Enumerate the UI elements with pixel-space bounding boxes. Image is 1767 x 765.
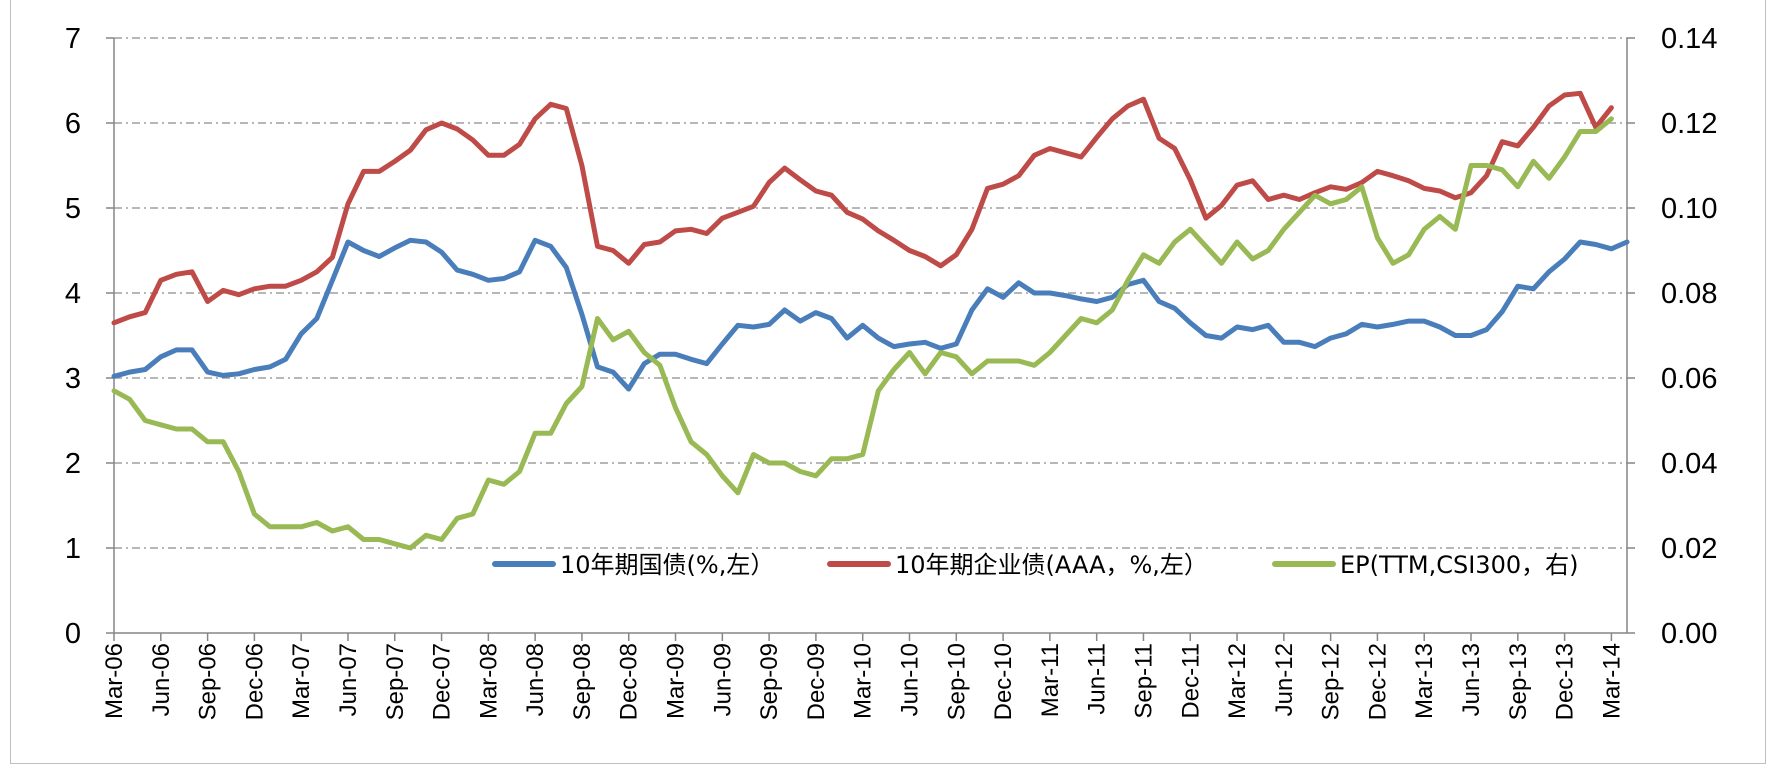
- x-tick-label: Jun-08: [522, 643, 549, 716]
- x-tick-label: Sep-11: [1130, 643, 1157, 719]
- y-right-tick-label: 0.14: [1661, 23, 1717, 55]
- x-tick-label: Sep-10: [943, 643, 970, 720]
- x-tick-label: Sep-08: [569, 643, 596, 720]
- y-right-tick-label: 0.06: [1661, 363, 1717, 395]
- y-right-tick-label: 0.12: [1661, 108, 1717, 140]
- x-tick-label: Mar-08: [475, 643, 502, 719]
- y-right-tick-label: 0.10: [1661, 193, 1717, 225]
- x-tick-label: Mar-07: [288, 643, 315, 719]
- x-tick-label: Jun-11: [1084, 643, 1111, 715]
- x-tick-label: Sep-13: [1505, 643, 1532, 720]
- y-left-tick-label: 2: [65, 448, 81, 480]
- x-tick-label: Sep-12: [1318, 643, 1345, 720]
- x-tick-label: Jun-10: [896, 643, 923, 716]
- chart-frame: [10, 0, 1766, 764]
- y-left-tick-label: 6: [65, 108, 81, 140]
- legend-label-3: EP(TTM,CSI300，右): [1340, 551, 1578, 579]
- series-line-1: [111, 237, 1630, 392]
- x-tick-label: Dec-13: [1552, 643, 1579, 720]
- y-left-tick-label: 1: [65, 533, 81, 565]
- x-tick-label: Sep-06: [195, 643, 222, 720]
- x-tick-label: Jun-13: [1458, 643, 1485, 716]
- x-tick-label: Dec-09: [803, 643, 830, 720]
- x-tick-label: Mar-11: [1037, 643, 1064, 717]
- x-tick-label: Mar-12: [1224, 643, 1251, 719]
- x-tick-label: Jun-12: [1271, 643, 1298, 716]
- x-tick-label: Dec-08: [616, 643, 643, 720]
- y-right-tick-label: 0.08: [1661, 278, 1717, 310]
- x-tick-label: Jun-06: [148, 643, 175, 716]
- legend-label-1: 10年期国债(%,左）: [560, 551, 774, 579]
- x-tick-label: Jun-07: [335, 643, 362, 716]
- series-line-2: [111, 90, 1614, 326]
- x-tick-label: Mar-14: [1598, 643, 1625, 719]
- x-tick-label: Dec-10: [990, 643, 1017, 720]
- series-points-3: [112, 116, 1614, 550]
- x-tick-label: Dec-07: [429, 643, 456, 720]
- x-tick-label: Sep-07: [382, 643, 409, 720]
- y-left-tick-label: 5: [65, 193, 81, 225]
- x-tick-label: Mar-09: [663, 643, 690, 719]
- x-tick-label: Mar-13: [1411, 643, 1438, 719]
- y-left-tick-label: 0: [65, 618, 81, 650]
- legend-label-2: 10年期企业债(AAA，%,左）: [895, 551, 1208, 579]
- y-right-tick-label: 0.00: [1661, 618, 1717, 650]
- y-left-tick-label: 4: [65, 278, 81, 310]
- x-tick-label: Dec-06: [241, 643, 268, 720]
- x-tick-label: Dec-12: [1364, 643, 1391, 720]
- x-tick-label: Jun-09: [709, 643, 736, 716]
- x-tick-label: Sep-09: [756, 643, 783, 720]
- x-tick-label: Mar-10: [850, 643, 877, 719]
- y-right-tick-label: 0.04: [1661, 448, 1717, 480]
- y-left-tick-label: 7: [65, 23, 81, 55]
- y-right-tick-label: 0.02: [1661, 533, 1717, 565]
- x-tick-label: Dec-11: [1177, 643, 1204, 719]
- series-line-3: [111, 116, 1614, 551]
- x-tick-label: Mar-06: [101, 643, 128, 719]
- y-left-tick-label: 3: [65, 363, 81, 395]
